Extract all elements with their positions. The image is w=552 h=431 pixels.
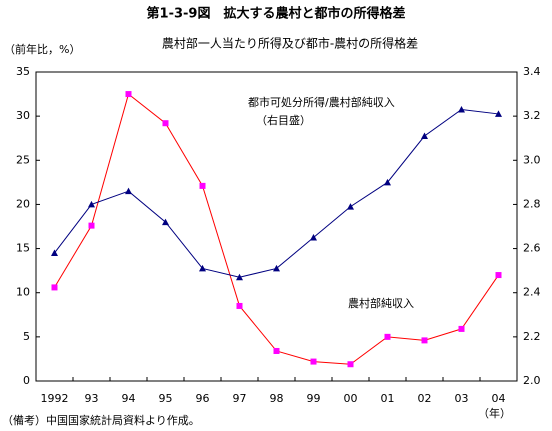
y-tick-label: 20 bbox=[16, 197, 30, 210]
x-tick-label: 01 bbox=[381, 392, 395, 405]
y-tick-label: 5 bbox=[23, 330, 30, 343]
y2-tick-label: 2.6 bbox=[523, 242, 541, 255]
point bbox=[88, 222, 95, 229]
y2-tick-label: 2.8 bbox=[523, 197, 541, 210]
y2-tick-label: 3.2 bbox=[523, 109, 541, 122]
point bbox=[384, 333, 391, 340]
point bbox=[199, 264, 206, 272]
point bbox=[162, 120, 169, 127]
y2-tick-label: 3.4 bbox=[523, 65, 541, 78]
y-axis-label: （前年比，%） bbox=[4, 42, 80, 56]
x-tick-label: 97 bbox=[233, 392, 247, 405]
series-line bbox=[54, 109, 499, 278]
point bbox=[310, 234, 317, 241]
x-tick-label: 1992 bbox=[41, 392, 69, 405]
x-tick-label: 96 bbox=[196, 392, 210, 405]
y2-tick-label: 2.0 bbox=[523, 374, 541, 387]
x-tick-label: 98 bbox=[270, 392, 284, 405]
series-line bbox=[54, 93, 499, 365]
point bbox=[162, 218, 169, 226]
y-tick-label: 0 bbox=[23, 374, 30, 387]
x-tick-label: 95 bbox=[159, 392, 173, 405]
point bbox=[310, 358, 317, 365]
point bbox=[347, 361, 354, 368]
point bbox=[421, 132, 428, 140]
point bbox=[199, 182, 206, 189]
x-tick-label: 99 bbox=[307, 392, 321, 405]
point bbox=[125, 187, 132, 195]
series-label: 農村部純収入 bbox=[348, 296, 414, 310]
point bbox=[495, 110, 502, 117]
y-tick-label: 30 bbox=[16, 109, 30, 122]
x-axis-label: （年） bbox=[478, 406, 511, 420]
point bbox=[421, 337, 428, 344]
series-label: 都市可処分所得/農村部純収入 bbox=[248, 95, 395, 109]
point bbox=[273, 264, 280, 272]
point bbox=[495, 272, 502, 279]
y2-tick-label: 2.4 bbox=[523, 286, 541, 299]
point bbox=[51, 284, 58, 291]
x-tick-label: 93 bbox=[85, 392, 99, 405]
x-tick-label: 94 bbox=[122, 392, 136, 405]
plot-frame bbox=[35, 71, 518, 382]
x-tick-label: 03 bbox=[455, 392, 469, 405]
point bbox=[236, 302, 243, 309]
point bbox=[273, 347, 280, 354]
x-tick-label: 02 bbox=[418, 392, 432, 405]
point bbox=[458, 325, 465, 332]
y-tick-label: 35 bbox=[16, 65, 30, 78]
point bbox=[347, 203, 354, 210]
point bbox=[88, 200, 95, 208]
x-tick-label: 04 bbox=[492, 392, 506, 405]
y2-tick-label: 3.0 bbox=[523, 153, 541, 166]
point bbox=[236, 273, 243, 281]
chart-subtitle: 農村部一人当たり所得及び都市-農村の所得格差 bbox=[162, 36, 418, 51]
y-tick-label: 10 bbox=[16, 286, 30, 299]
y2-tick-label: 2.2 bbox=[523, 330, 541, 343]
point bbox=[458, 106, 465, 113]
point bbox=[51, 249, 58, 256]
point bbox=[125, 91, 132, 98]
point bbox=[384, 178, 391, 186]
note: （備考）中国国家統計局資料より作成。 bbox=[2, 413, 200, 427]
y-tick-label: 15 bbox=[16, 242, 30, 255]
x-tick-label: 00 bbox=[344, 392, 358, 405]
y2-annotation: （右目盛） bbox=[256, 113, 311, 127]
y-tick-label: 25 bbox=[16, 153, 30, 166]
chart-title: 第1-3-9図 拡大する農村と都市の所得格差 bbox=[147, 6, 406, 22]
